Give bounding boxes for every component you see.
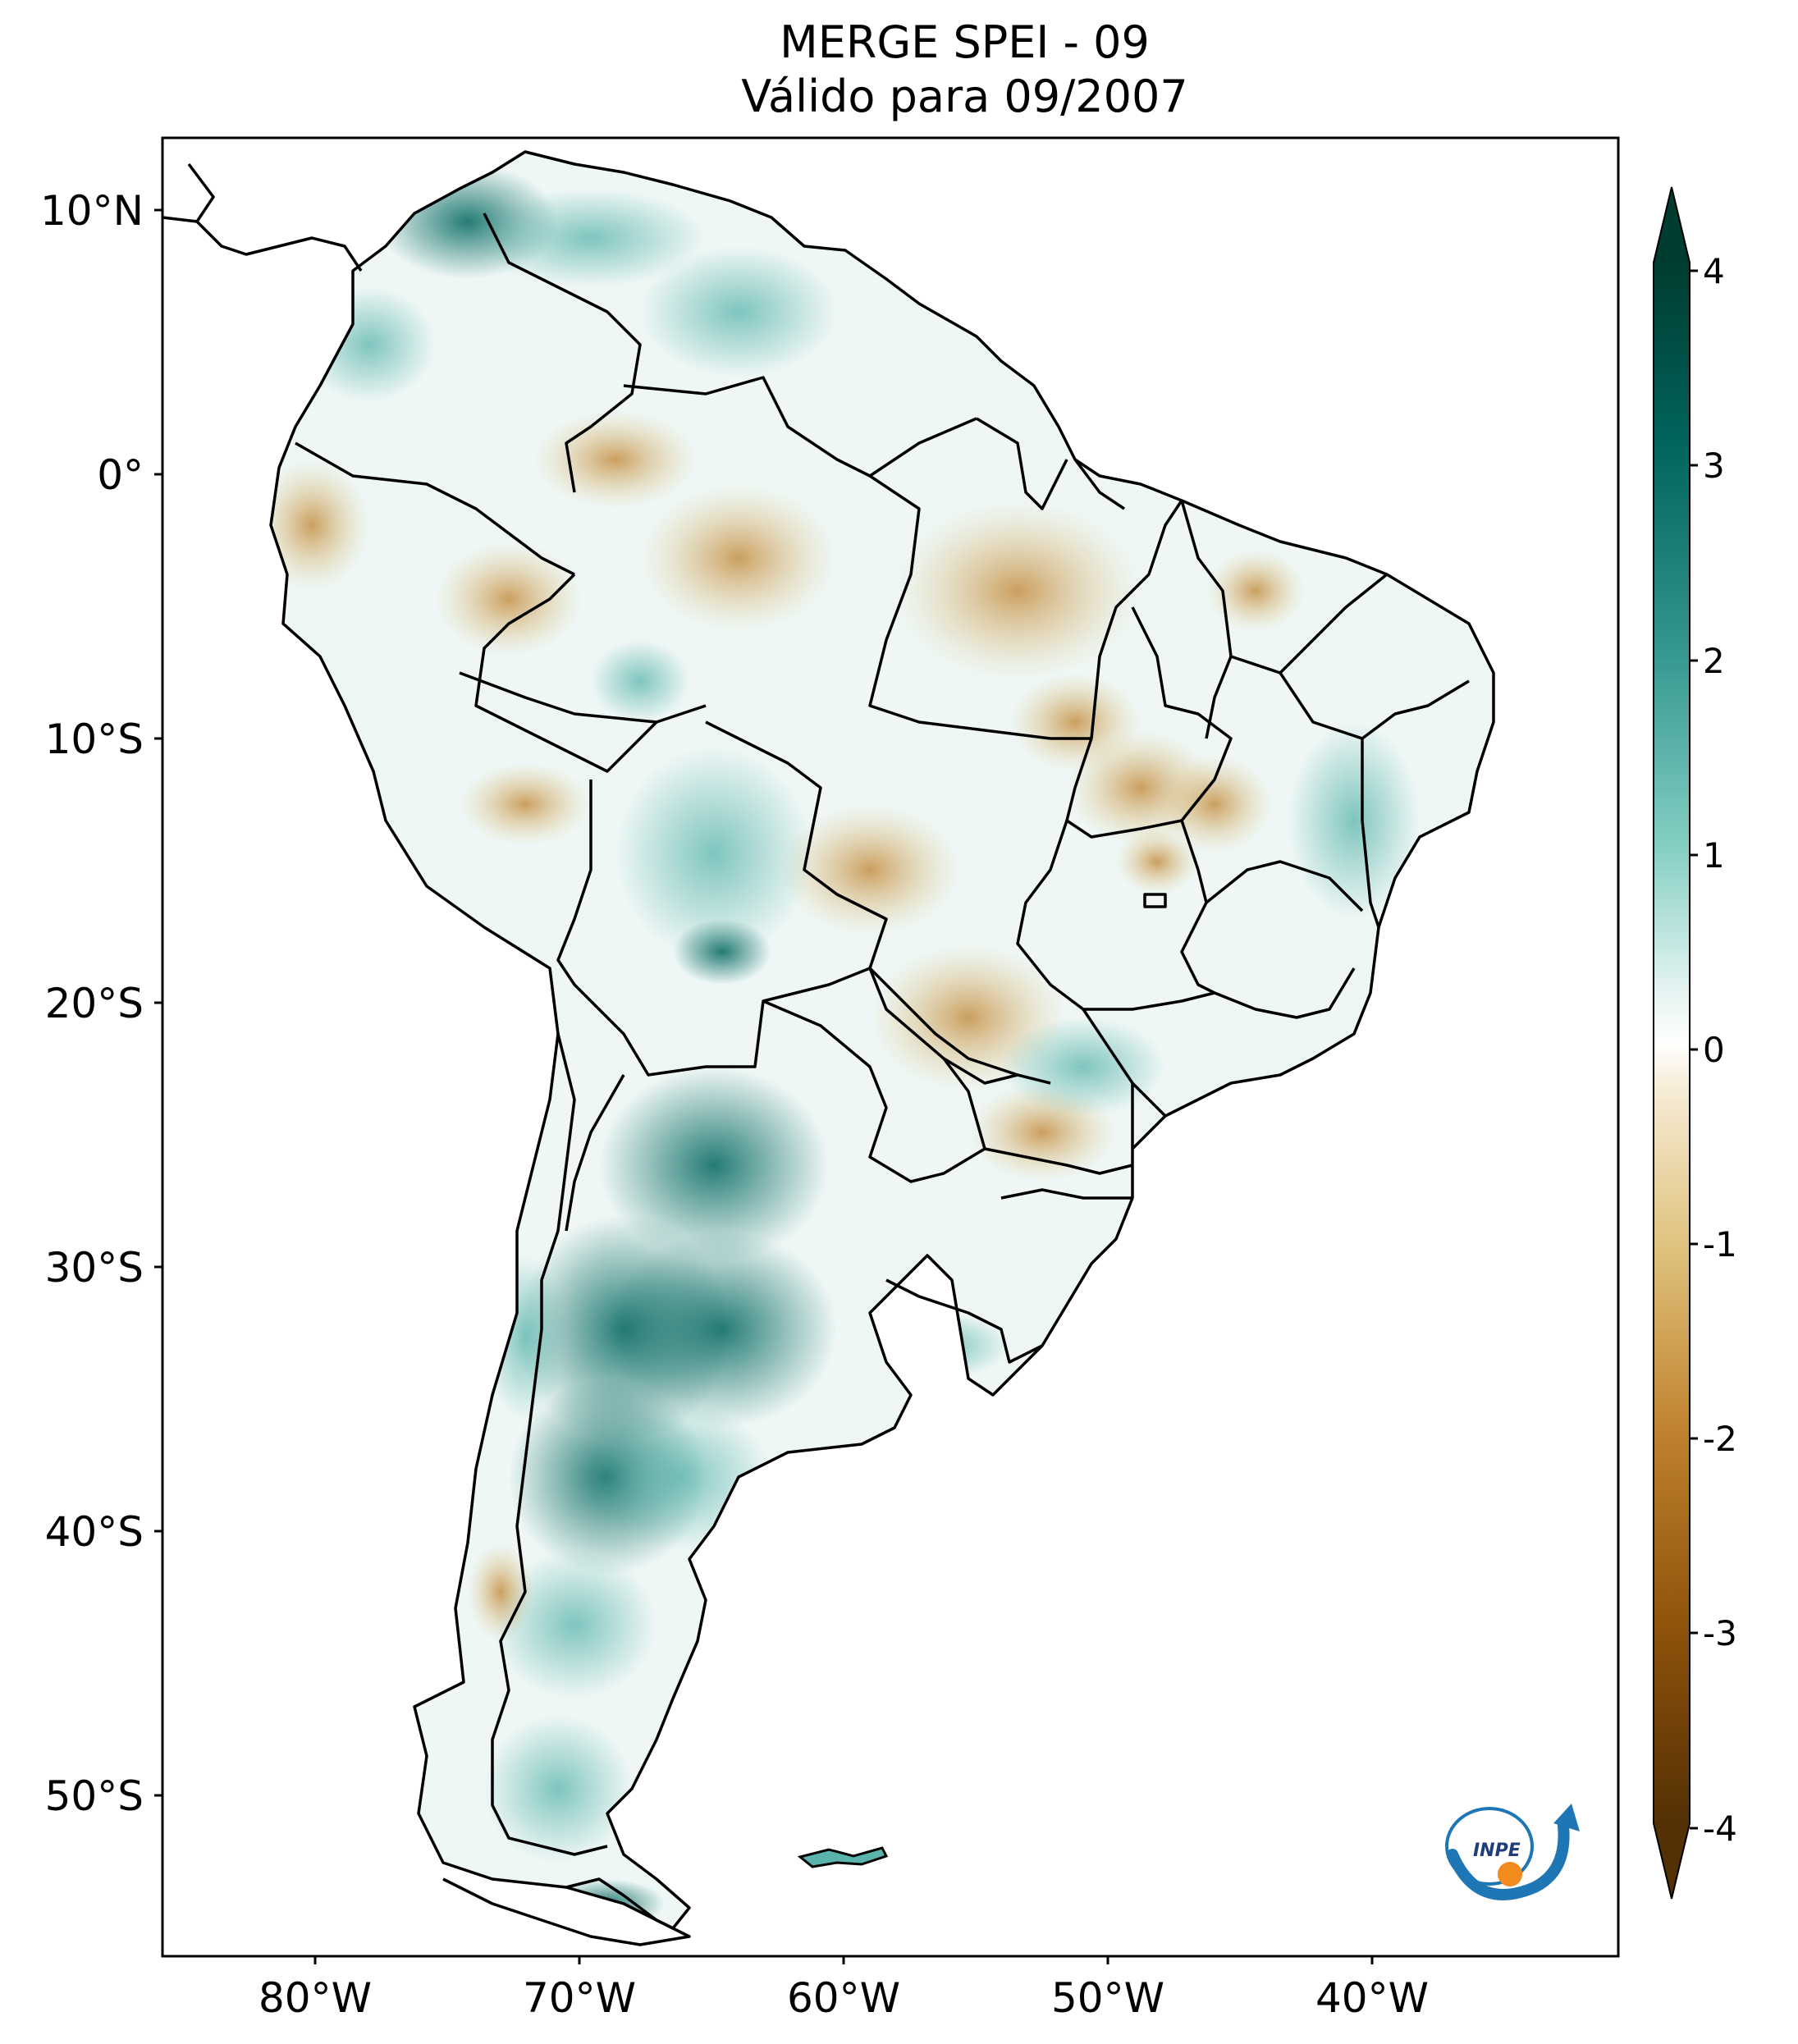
colorbar-tick: -3 xyxy=(1703,1613,1737,1653)
inpe-logo-text: INPE xyxy=(1473,1841,1521,1861)
lon-label-50w: 50°W xyxy=(1051,1974,1164,2022)
colorbar-max-arrow xyxy=(1654,187,1690,263)
map-frame xyxy=(161,136,1620,1958)
map-subtitle: Válido para 09/2007 xyxy=(741,71,1188,122)
colorbar-tick: -1 xyxy=(1703,1224,1737,1264)
lon-label-40w: 40°W xyxy=(1315,1974,1429,2022)
lon-label-60w: 60°W xyxy=(787,1974,900,2022)
lat-label-20s: 20°S xyxy=(45,980,144,1027)
inpe-logo: INPE xyxy=(1445,1804,1580,1900)
country-borders xyxy=(162,150,1495,1946)
colorbar-tick: -4 xyxy=(1703,1809,1737,1849)
map-title: MERGE SPEI - 09 xyxy=(780,16,1150,68)
colorbar: 4 3 2 1 0 -1 -2 -3 -4 xyxy=(1653,186,1737,1900)
colorbar-tick: 4 xyxy=(1703,251,1725,291)
lat-label-10s: 10°S xyxy=(45,716,144,763)
lat-label-30s: 30°S xyxy=(45,1244,144,1292)
lat-label-50s: 50°S xyxy=(45,1772,144,1820)
colorbar-tick: 2 xyxy=(1703,641,1725,681)
colorbar-tick: 0 xyxy=(1703,1030,1725,1070)
lat-label-40s: 40°S xyxy=(45,1508,144,1556)
lat-label-0: 0° xyxy=(97,451,144,499)
colorbar-tick: -2 xyxy=(1703,1419,1737,1459)
lon-label-80w: 80°W xyxy=(258,1974,372,2022)
latitude-axis: 10°N 0° 10°S 20°S 30°S 40°S 50°S xyxy=(40,187,162,1820)
colorbar-min-arrow xyxy=(1654,1823,1690,1899)
longitude-axis: 80°W 70°W 60°W 50°W 40°W xyxy=(258,1956,1429,2022)
colorbar-tick: 3 xyxy=(1703,446,1725,486)
lat-label-10n: 10°N xyxy=(40,187,144,235)
colorbar-tick: 1 xyxy=(1703,835,1725,876)
lon-label-70w: 70°W xyxy=(523,1974,636,2022)
